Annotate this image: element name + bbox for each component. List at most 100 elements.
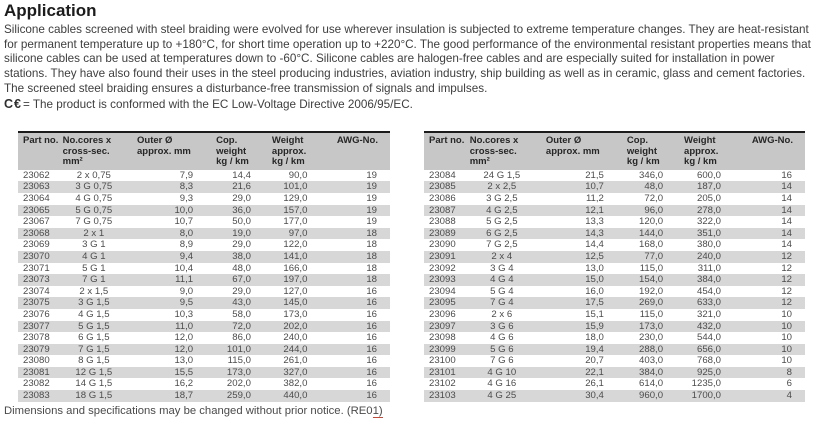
table-cell: 5 G 0,75 — [62, 204, 138, 217]
table-cell: 23088 — [429, 216, 456, 228]
table-row: 23081 12 G 1,5 15,5 173,0 327,0 16 — [18, 366, 390, 379]
table-cell: 5 G 2,5 — [486, 216, 518, 228]
table-cell: 29,0 — [232, 239, 251, 251]
table-cell: 50,0 — [232, 216, 251, 228]
table-cell: 157,0 — [270, 204, 331, 217]
table-cell: 29,0 — [232, 192, 251, 204]
table-cell: 240,0 — [283, 332, 308, 344]
table-cell: 14 — [781, 216, 792, 228]
table-cell: 10 — [781, 355, 792, 367]
table-cell: 23091 — [424, 250, 470, 263]
table-cell: 12,1 — [545, 204, 626, 217]
table-cell: 101,0 — [270, 181, 331, 193]
table-cell: 9,0 — [179, 285, 194, 297]
table-cell: 16 — [781, 169, 792, 181]
table-cell: 18 — [330, 227, 390, 240]
table-cell: 115,0 — [639, 308, 664, 320]
col-header-awg: AWG-No. — [744, 131, 805, 170]
table-cell: 15,1 — [585, 308, 604, 320]
table-cell: 16 — [330, 390, 390, 402]
col-header-weight: Weight approx. kg / km — [270, 131, 331, 170]
table-cell: 23100 — [429, 355, 456, 367]
table-cell: 8 G 1,5 — [78, 355, 110, 367]
table-cell: 5 G 6 — [469, 343, 546, 356]
ce-note-text: = The product is conformed with the EC L… — [22, 98, 413, 111]
table-cell: 633,0 — [683, 297, 744, 309]
table-cell: 10 — [744, 320, 805, 333]
table-cell: 20,7 — [585, 355, 604, 367]
table-cell: 311,0 — [697, 262, 721, 274]
table-cell: 13,0 — [585, 262, 604, 274]
table-cell: 115,0 — [639, 262, 664, 274]
table-cell: 12 — [744, 274, 805, 286]
table-cell: 16 — [330, 366, 390, 379]
table-cell: 7 G 0,75 — [75, 216, 113, 228]
table-cell: 454,0 — [696, 285, 721, 297]
table-cell: 23086 — [429, 192, 456, 204]
table-row: 23101 4 G 10 22,1 384,0 925,0 8 — [424, 366, 805, 379]
table-cell: 230,0 — [639, 332, 664, 344]
table-cell: 12,0 — [137, 343, 216, 356]
table-cell: 16 — [366, 332, 377, 344]
table-cell: 11,2 — [585, 192, 604, 204]
table-cell: 23101 — [424, 366, 470, 379]
table-cell: 346,0 — [639, 169, 664, 181]
table-cell: 23062 — [23, 169, 50, 181]
table-row: 23071 5 G 1 10,4 48,0 166,0 18 — [18, 263, 390, 275]
table-cell: 321,0 — [696, 308, 721, 320]
ce-conformity-line: C€= The product is conformed with the EC… — [4, 97, 413, 111]
table-cell: 101,0 — [215, 343, 271, 356]
col-header-awg: AWG-No. — [330, 131, 390, 170]
table-header-row: Part no. No.cores x cross-sec. mm² Outer Ø… — [18, 131, 390, 170]
table-cell: 12 G 1,5 — [62, 366, 138, 379]
table-cell: 141,0 — [270, 250, 331, 263]
page-title: Application — [4, 1, 97, 20]
table-row: 23074 2 x 1,5 9,0 29,0 127,0 16 — [18, 286, 390, 298]
table-cell: 43,0 — [215, 297, 271, 309]
table-cell: 127,0 — [283, 285, 308, 297]
table-cell: 14 — [744, 181, 805, 193]
table-cell: 14 — [781, 239, 792, 251]
table-cell: 23093 — [424, 274, 470, 286]
table-cell: 278,0 — [683, 204, 744, 217]
footer-revision-mark: 1) — [372, 405, 383, 418]
table-row: 23080 8 G 1,5 13,0 115,0 261,0 16 — [18, 355, 390, 367]
col-header-cores: No.cores x cross-sec. mm² — [469, 131, 546, 170]
table-cell: 7 G 1 — [62, 274, 138, 286]
table-cell: 5 G 1,5 — [62, 320, 138, 333]
table-cell: 3 G 1,5 — [62, 297, 138, 309]
table-cell: 9,4 — [137, 250, 216, 263]
footer-note-text: Dimensions and specifications may be cha… — [4, 405, 373, 417]
table-row: 23096 2 x 6 15,1 115,0 321,0 10 — [424, 309, 805, 321]
table-cell: 23065 — [18, 204, 63, 217]
table-cell: 8,0 — [137, 227, 216, 240]
cable-spec-table-right: Part no. No.cores x cross-sec. mm² Outer Ø… — [424, 131, 805, 402]
col-header-cores: No.cores x cross-sec. mm² — [62, 131, 138, 170]
table-row: 23086 3 G 2,5 11,2 72,0 205,0 14 — [424, 193, 805, 205]
table-cell: 259,0 — [215, 390, 271, 402]
table-cell: 12 — [781, 285, 792, 297]
table-cell: 12,0 — [174, 332, 194, 344]
table-cell: 4 G 0,75 — [75, 192, 113, 204]
table-cell: 23073 — [18, 274, 63, 286]
table-cell: 18 — [330, 250, 390, 263]
table-cell: 384,0 — [683, 274, 744, 286]
table-row: 23094 5 G 4 16,0 192,0 454,0 12 — [424, 286, 805, 298]
table-cell: 7 G 6 — [490, 355, 514, 367]
col-header-part-no: Part no. — [18, 131, 63, 170]
table-cell: 261,0 — [283, 355, 308, 367]
table-row: 23070 4 G 1 9,4 38,0 141,0 18 — [18, 250, 390, 263]
table-row: 23095 7 G 4 17,5 269,0 633,0 12 — [424, 297, 805, 309]
table-cell: 11,0 — [137, 320, 216, 333]
table-cell: 4 G 6 — [490, 332, 514, 344]
table-row: 23077 5 G 1,5 11,0 72,0 202,0 16 — [18, 320, 390, 333]
table-cell: 168,0 — [639, 239, 664, 251]
table-cell: 96,0 — [625, 204, 684, 217]
table-cell: 9,3 — [179, 192, 194, 204]
table-cell: 4 G 2,5 — [469, 204, 546, 217]
table-cell: 9,5 — [137, 297, 216, 309]
table-row: 23073 7 G 1 11,1 67,0 197,0 18 — [18, 274, 390, 286]
table-cell: 72,0 — [644, 192, 664, 204]
table-cell: 23098 — [429, 332, 456, 344]
